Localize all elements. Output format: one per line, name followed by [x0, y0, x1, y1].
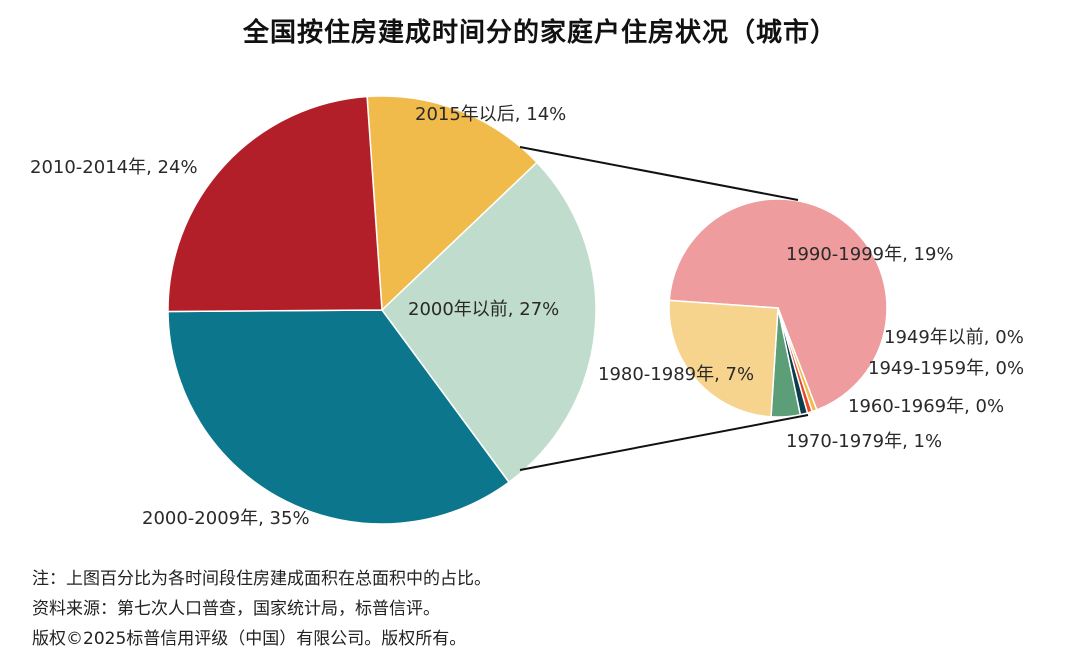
- note-line: 注：上图百分比为各时间段住房建成面积在总面积中的占比。: [32, 569, 491, 589]
- pie-slice: [668, 299, 779, 418]
- chart-notes: 注：上图百分比为各时间段住房建成面积在总面积中的占比。 资料来源：第七次人口普查…: [32, 564, 491, 654]
- slice-label: 2000-2009年, 35%: [142, 508, 310, 529]
- slice-label: 2000年以前, 27%: [408, 299, 559, 320]
- slice-label: 1990-1999年, 19%: [786, 244, 954, 265]
- pie-slice: [668, 198, 888, 411]
- slice-label: 1949-1959年, 0%: [868, 358, 1024, 379]
- slice-label: 1980-1989年, 7%: [598, 364, 754, 385]
- slice-label: 1960-1969年, 0%: [848, 396, 1004, 417]
- pie-slice: [167, 309, 511, 525]
- pie-slice: [167, 95, 383, 313]
- slice-label: 2010-2014年, 24%: [30, 157, 198, 178]
- secondary-pie: [668, 198, 888, 418]
- connector-line-top: [519, 146, 799, 201]
- pie-slice: [366, 95, 539, 312]
- source-line: 资料来源：第七次人口普查，国家统计局，标普信评。: [32, 599, 440, 619]
- pie-slice: [381, 161, 597, 484]
- main-pie: [167, 95, 597, 525]
- slice-label: 2015年以后, 14%: [415, 104, 566, 125]
- connector-line-bottom: [519, 414, 809, 471]
- slice-label: 1970-1979年, 1%: [786, 431, 942, 452]
- slice-label: 1949年以前, 0%: [884, 327, 1024, 348]
- copyright-line: 版权©2025标普信用评级（中国）有限公司。版权所有。: [32, 629, 467, 649]
- chart-title: 全国按住房建成时间分的家庭户住房状况（城市）: [242, 18, 837, 48]
